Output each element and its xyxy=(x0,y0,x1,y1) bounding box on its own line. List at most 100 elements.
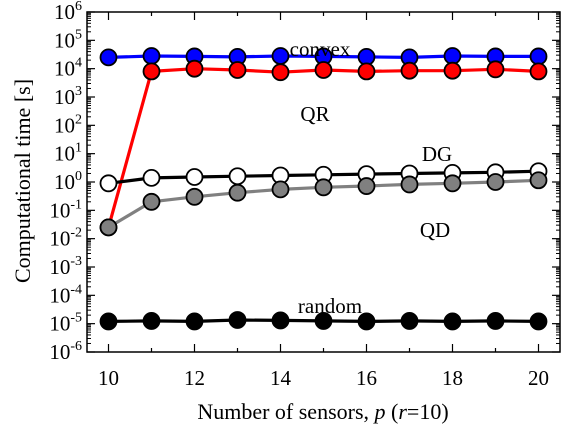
data-point-qr xyxy=(271,63,290,82)
y-tick-base: 10 xyxy=(54,170,75,194)
series-label-convex: convex xyxy=(290,37,351,61)
data-point-convex xyxy=(529,47,548,66)
data-point-random xyxy=(486,312,505,330)
y-tick-base: 10 xyxy=(49,255,70,279)
data-point-random xyxy=(185,312,204,331)
data-point-qd xyxy=(443,174,462,193)
y-tick-base: 10 xyxy=(54,28,75,52)
y-tick-label: 100 xyxy=(54,169,82,194)
data-point-convex xyxy=(142,47,161,65)
data-point-random xyxy=(142,312,161,330)
y-tick-exponent: -1 xyxy=(70,197,82,212)
y-tick-exponent: -4 xyxy=(70,282,82,297)
data-point-convex xyxy=(99,48,118,67)
y-tick-base: 10 xyxy=(54,0,75,24)
data-point-qd xyxy=(357,177,376,195)
plot-markers xyxy=(99,47,548,331)
data-point-qd xyxy=(486,173,505,191)
data-point-convex xyxy=(443,47,462,65)
data-point-qr xyxy=(314,61,333,79)
x-tick-label: 10 xyxy=(98,366,119,390)
data-point-qd xyxy=(228,183,247,202)
data-point-random xyxy=(443,312,462,331)
y-tick-exponent: -3 xyxy=(70,254,82,269)
x-axis-ticks: 10 12 14 16 18 20 xyxy=(98,12,549,390)
data-point-convex xyxy=(271,47,290,65)
data-point-qr xyxy=(142,62,161,81)
y-tick-exponent: 2 xyxy=(75,112,82,127)
data-point-dg xyxy=(228,167,247,186)
y-axis-title: Computational time [s] xyxy=(10,79,35,283)
y-tick-base: 10 xyxy=(49,312,70,336)
y-tick-exponent: -2 xyxy=(70,226,82,241)
y-tick-label: 10-1 xyxy=(49,197,82,222)
data-point-qr xyxy=(529,62,548,81)
x-axis-title: Number of sensors, p (r=10) xyxy=(197,399,448,424)
series-label-random: random xyxy=(298,294,362,318)
y-tick-label: 10-6 xyxy=(49,339,82,364)
data-point-qd xyxy=(185,187,204,206)
y-axis-ticks: 10-610-510-410-310-210-11001011021031041… xyxy=(49,0,560,364)
x-tick-label: 16 xyxy=(356,366,377,390)
data-point-qr xyxy=(228,61,247,79)
y-tick-base: 10 xyxy=(54,113,75,137)
x-tick-label: 20 xyxy=(528,366,549,390)
data-point-random xyxy=(314,312,333,330)
y-tick-base: 10 xyxy=(49,227,70,251)
y-tick-exponent: 3 xyxy=(75,84,82,99)
y-tick-label: 10-5 xyxy=(49,311,82,336)
data-point-random xyxy=(99,312,118,331)
y-tick-label: 104 xyxy=(54,56,82,81)
y-tick-label: 105 xyxy=(54,27,82,52)
data-point-qr xyxy=(185,59,204,78)
x-tick-label: 18 xyxy=(442,366,463,390)
y-tick-label: 10-2 xyxy=(49,226,82,251)
series-labels: convex QR DG QD random xyxy=(290,37,453,318)
series-line-qr xyxy=(106,67,539,228)
x-tick-label: 14 xyxy=(270,366,292,390)
y-tick-label: 101 xyxy=(54,141,82,166)
y-tick-exponent: 1 xyxy=(75,141,82,156)
data-point-random xyxy=(400,312,419,330)
y-tick-label: 102 xyxy=(54,112,82,137)
data-point-qd xyxy=(529,171,548,190)
data-point-random xyxy=(271,311,290,330)
y-tick-label: 10-3 xyxy=(49,254,82,279)
data-point-random xyxy=(357,312,376,331)
data-point-random xyxy=(529,312,548,331)
data-point-qd xyxy=(400,175,419,194)
y-tick-exponent: 5 xyxy=(75,27,82,42)
y-tick-exponent: -6 xyxy=(70,339,82,354)
y-tick-exponent: 0 xyxy=(75,169,82,184)
y-tick-exponent: -5 xyxy=(70,311,82,326)
data-point-qr xyxy=(357,62,376,81)
data-point-random xyxy=(228,311,247,329)
y-tick-exponent: 6 xyxy=(75,0,82,14)
data-point-qd xyxy=(142,192,161,211)
data-point-convex xyxy=(357,48,376,66)
data-point-dg xyxy=(185,168,204,186)
data-point-qr xyxy=(486,60,505,79)
data-point-dg xyxy=(99,174,118,193)
y-tick-base: 10 xyxy=(49,340,70,364)
data-point-qd xyxy=(314,178,333,197)
y-tick-label: 106 xyxy=(54,0,82,24)
x-tick-label: 12 xyxy=(184,366,205,390)
series-label-qr: QR xyxy=(300,102,329,126)
y-tick-base: 10 xyxy=(54,85,75,109)
y-tick-exponent: 4 xyxy=(75,56,82,71)
data-point-dg xyxy=(142,168,161,187)
y-tick-label: 103 xyxy=(54,84,82,109)
y-tick-base: 10 xyxy=(49,198,70,222)
data-point-qd xyxy=(271,180,290,199)
data-point-qr xyxy=(443,61,462,80)
series-label-dg: DG xyxy=(422,142,452,166)
series-label-qd: QD xyxy=(420,218,450,242)
y-tick-base: 10 xyxy=(54,142,75,166)
y-tick-base: 10 xyxy=(49,283,70,307)
y-tick-base: 10 xyxy=(54,57,75,81)
data-point-qd xyxy=(99,218,118,237)
data-point-qr xyxy=(400,61,419,80)
y-tick-label: 10-4 xyxy=(49,282,82,307)
